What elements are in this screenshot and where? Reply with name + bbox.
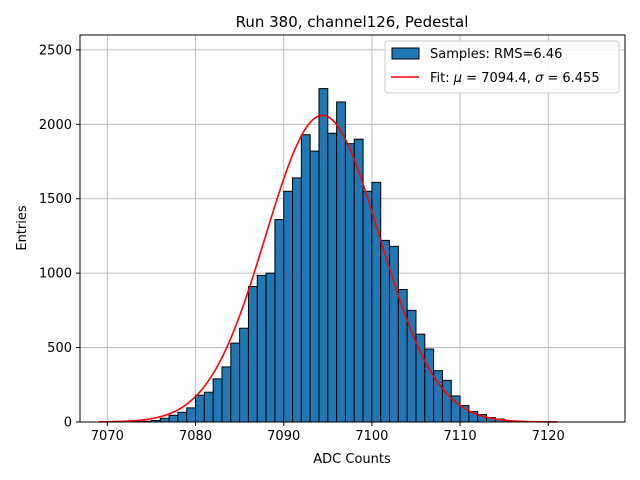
histogram-bar xyxy=(256,274,267,423)
legend-label-fit: Fit: μ = 7094.4, σ = 6.455 xyxy=(430,71,600,86)
histogram-bar xyxy=(203,391,214,423)
legend-label-histogram: Samples: RMS=6.46 xyxy=(430,47,562,62)
histogram-bar xyxy=(247,286,258,423)
y-tick-label: 1500 xyxy=(39,192,72,207)
legend: Samples: RMS=6.46 Fit: μ = 7094.4, σ = 6… xyxy=(384,40,620,94)
histogram-bar xyxy=(327,132,338,423)
histogram-bar xyxy=(318,88,329,423)
x-tick-label: 7110 xyxy=(444,429,477,444)
histogram-bar xyxy=(415,333,426,423)
x-tick-label: 7100 xyxy=(355,429,388,444)
y-tick-label: 2500 xyxy=(39,43,72,58)
histogram-bar xyxy=(265,272,276,423)
histogram-bar xyxy=(300,134,311,423)
histogram-bar xyxy=(441,379,452,423)
fit-curve xyxy=(98,114,558,423)
histogram-bar xyxy=(336,101,346,423)
histogram-bar xyxy=(177,411,188,423)
x-axis-label: ADC Counts xyxy=(313,452,391,467)
y-tick-label: 2000 xyxy=(39,118,72,133)
x-tick-label: 7090 xyxy=(267,429,300,444)
histogram-bar xyxy=(221,366,232,423)
y-tick-label: 500 xyxy=(47,341,72,356)
histogram-bar xyxy=(344,143,355,423)
y-axis-label: Entries xyxy=(15,205,30,251)
histogram-bar xyxy=(274,219,285,423)
chart-title: Run 380, channel126, Pedestal xyxy=(236,13,469,31)
histogram-bars xyxy=(106,88,558,423)
x-tick-label: 7080 xyxy=(179,429,212,444)
histogram-bar xyxy=(380,239,391,423)
histogram-bar xyxy=(309,150,320,423)
histogram-bar xyxy=(195,394,205,423)
legend-frame xyxy=(384,40,620,94)
histogram-bar xyxy=(424,348,435,423)
histogram-bar xyxy=(362,190,373,423)
x-tick-label: 7070 xyxy=(91,429,124,444)
histogram-bar xyxy=(406,309,417,423)
histogram-bar xyxy=(239,327,249,423)
x-tick-label: 7120 xyxy=(532,429,565,444)
histogram-bar xyxy=(186,407,197,423)
histogram-bar xyxy=(159,417,170,423)
y-axis-ticks: 0 500 1000 1500 2000 2500 xyxy=(39,43,80,431)
histogram-bar xyxy=(292,177,302,423)
histogram-bar xyxy=(283,190,294,423)
histogram-bar xyxy=(168,414,179,423)
legend-swatch-histogram xyxy=(391,47,420,60)
y-tick-label: 0 xyxy=(64,416,72,431)
histogram-bar xyxy=(230,342,241,423)
plot-frame xyxy=(79,34,626,423)
histogram-bar xyxy=(212,378,223,423)
x-axis-ticks: 7070 7080 7090 7100 7110 7120 xyxy=(91,422,565,444)
y-tick-label: 1000 xyxy=(39,267,72,282)
